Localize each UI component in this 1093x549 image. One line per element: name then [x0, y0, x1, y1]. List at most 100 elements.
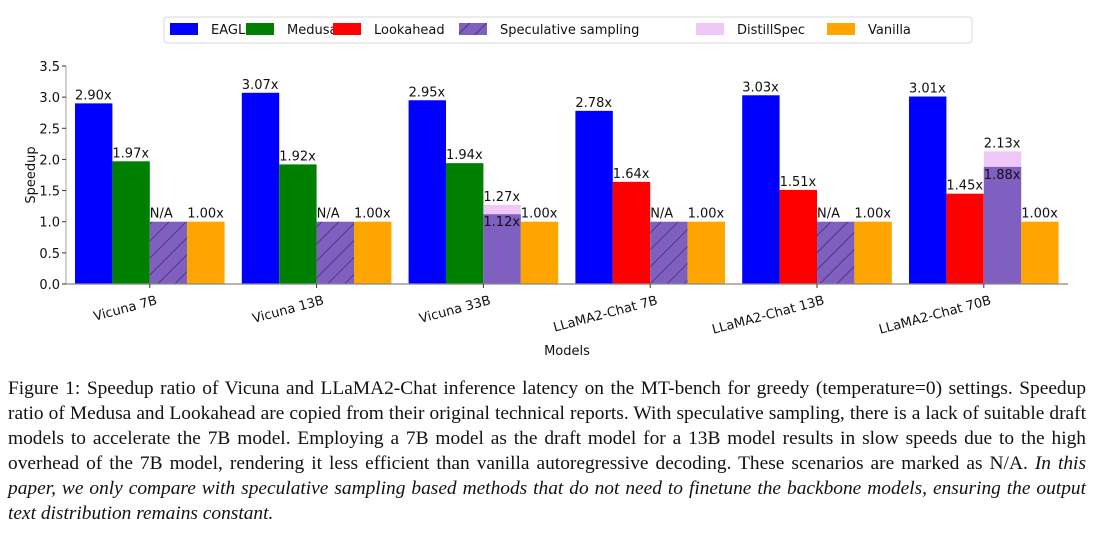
- bar-eagle: [408, 100, 446, 284]
- legend-label: Vanilla: [868, 23, 911, 38]
- y-axis: 0.0 0.5 1.0 1.5 2.0 2.5 3.0 3.5: [39, 60, 67, 293]
- y-tick-label: 1.0: [39, 216, 60, 231]
- bar-medusa: [112, 161, 150, 284]
- bar-lookahead: [946, 193, 984, 284]
- caption-italic-text: In this paper, we only compare with spec…: [8, 453, 1086, 524]
- bar-value-label: 1.12x: [483, 215, 520, 230]
- bar-vanilla: [520, 221, 559, 284]
- y-tick-label: 3.5: [39, 60, 60, 75]
- x-tick-label: Vicuna 33B: [418, 293, 493, 326]
- bar-value-label: N/A: [317, 207, 340, 222]
- legend-item: Vanilla: [827, 23, 911, 38]
- bar-value-label: 2.90x: [75, 88, 112, 103]
- bar-value-label: N/A: [650, 207, 673, 222]
- legend-item: Speculative sampling: [459, 23, 639, 38]
- legend-label: DistillSpec: [737, 23, 805, 38]
- y-tick-label: 2.0: [39, 153, 60, 168]
- bar-value-label: 1.00x: [1021, 207, 1058, 222]
- legend-item: EAGLE: [170, 23, 253, 38]
- bar-eagle: [75, 103, 113, 284]
- legend-swatch: [459, 23, 487, 35]
- bar-eagle: [909, 96, 947, 285]
- legend-label: Lookahead: [374, 23, 445, 38]
- bar-value-label: 1.94x: [446, 148, 483, 163]
- legend-item: Medusa: [246, 23, 337, 38]
- bar-speculative-sampling: [316, 221, 354, 284]
- bar-eagle: [241, 92, 280, 284]
- bar-eagle: [742, 95, 780, 284]
- bar-value-label: 3.07x: [242, 78, 279, 93]
- bar-medusa: [446, 163, 484, 284]
- bar-value-label: N/A: [817, 207, 840, 222]
- bar-value-label: 1.00x: [688, 207, 725, 222]
- bar-group: 2.90x 1.97x N/A 1.00x: [75, 88, 225, 284]
- legend-swatch: [246, 23, 274, 35]
- figure-caption: Figure 1: Speedup ratio of Vicuna and LL…: [8, 376, 1086, 526]
- bar-speculative-sampling: [983, 166, 1022, 284]
- legend-item: Lookahead: [333, 23, 445, 38]
- bar-value-label: 1.92x: [279, 149, 316, 164]
- x-tick-label: Vicuna 13B: [251, 293, 326, 326]
- bar-speculative-sampling: [650, 221, 688, 284]
- y-tick-label: 3.0: [39, 91, 60, 106]
- x-axis-label: Models: [544, 344, 590, 359]
- x-axis: Vicuna 7B Vicuna 13B Vicuna 33B LLaMA2-Chat…: [66, 283, 1068, 338]
- bar-value-label: N/A: [150, 207, 173, 222]
- legend-swatch: [170, 23, 198, 35]
- bar-vanilla: [187, 221, 225, 284]
- x-tick-label: Vicuna 7B: [92, 293, 159, 324]
- bar-value-label: 1.88x: [984, 168, 1021, 183]
- bar-value-label: 1.97x: [112, 146, 149, 161]
- bar-vanilla: [354, 221, 392, 284]
- bar-value-label: 3.01x: [909, 82, 946, 97]
- y-tick-label: 1.5: [39, 185, 60, 200]
- y-tick-label: 0.5: [39, 247, 60, 262]
- bar-value-label: 1.00x: [354, 207, 391, 222]
- bar-value-label: 2.95x: [409, 85, 446, 100]
- x-tick-label: LLaMA2-Chat 7B: [552, 293, 659, 335]
- legend-swatch: [333, 23, 361, 35]
- legend-box: [163, 16, 973, 44]
- speedup-bar-chart: EAGLE Medusa Lookahead Speculative sampling…: [24, 16, 1068, 359]
- bar-group: 3.07x 1.92x N/A 1.00x: [241, 78, 392, 284]
- bar-value-label: 1.45x: [946, 179, 983, 194]
- bar-value-label: 1.00x: [854, 207, 891, 222]
- y-axis-label: Speedup: [24, 146, 39, 203]
- bar-value-label: 1.27x: [483, 190, 520, 205]
- legend-label: Speculative sampling: [500, 23, 639, 38]
- legend-swatch: [696, 23, 724, 35]
- x-tick-label: LLaMA2-Chat 13B: [711, 293, 826, 337]
- bar-speculative-sampling: [483, 214, 521, 284]
- bar-group: 3.01x 1.45x 2.13x 1.88x 1.00x: [909, 82, 1059, 285]
- bar-speculative-sampling: [149, 221, 188, 284]
- legend-label: Medusa: [287, 23, 337, 38]
- bar-value-label: 3.03x: [742, 80, 779, 95]
- bar-value-label: 1.00x: [187, 207, 224, 222]
- bar-value-label: 1.00x: [521, 207, 558, 222]
- legend-item: DistillSpec: [696, 23, 805, 38]
- bar-value-label: 1.51x: [780, 175, 817, 190]
- bar-group: 3.03x 1.51x N/A 1.00x: [742, 80, 892, 284]
- bar-lookahead: [612, 181, 651, 284]
- bar-lookahead: [779, 189, 817, 284]
- caption-prefix: Figure 1:: [8, 378, 87, 399]
- y-tick-label: 2.5: [39, 122, 60, 137]
- bar-vanilla: [1021, 221, 1059, 284]
- bar-vanilla: [687, 221, 725, 284]
- bar-vanilla: [854, 221, 892, 284]
- bar-medusa: [279, 164, 317, 284]
- y-tick-label: 0.0: [39, 278, 60, 293]
- bar-value-label: 2.13x: [984, 136, 1021, 151]
- chart-legend: EAGLE Medusa Lookahead Speculative sampling…: [163, 16, 973, 44]
- bar-speculative-sampling: [817, 221, 855, 284]
- x-tick-label: LLaMA2-Chat 70B: [877, 293, 992, 337]
- bar-eagle: [575, 110, 613, 285]
- bar-group: 2.78x 1.64x N/A 1.00x: [575, 96, 725, 285]
- bar-value-label: 2.78x: [575, 96, 612, 111]
- legend-swatch: [827, 23, 855, 35]
- caption-text: Speedup ratio of Vicuna and LLaMA2-Chat …: [8, 378, 1087, 474]
- bar-value-label: 1.64x: [613, 167, 650, 182]
- legend-label: EAGLE: [211, 23, 253, 38]
